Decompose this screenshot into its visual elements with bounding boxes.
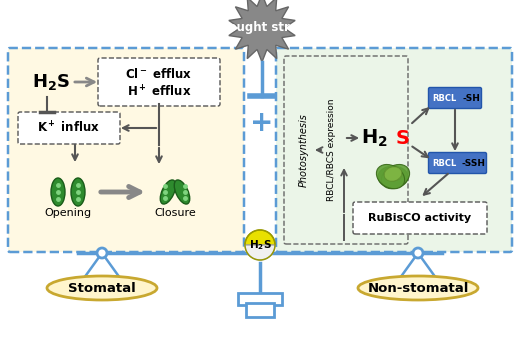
FancyBboxPatch shape: [246, 303, 274, 317]
Text: Stomatal: Stomatal: [68, 282, 136, 294]
FancyBboxPatch shape: [353, 202, 487, 234]
FancyBboxPatch shape: [253, 243, 267, 253]
Wedge shape: [245, 230, 275, 245]
Ellipse shape: [384, 167, 402, 181]
Text: Closure: Closure: [154, 208, 196, 218]
Ellipse shape: [174, 180, 190, 204]
Ellipse shape: [381, 165, 410, 189]
FancyBboxPatch shape: [98, 58, 220, 106]
Text: $\bf{H_2}$: $\bf{H_2}$: [361, 127, 388, 149]
Text: +: +: [250, 109, 274, 137]
Ellipse shape: [51, 178, 65, 206]
Text: Non-stomatal: Non-stomatal: [367, 282, 469, 294]
Ellipse shape: [384, 167, 402, 181]
Text: $\bf{S}$: $\bf{S}$: [395, 129, 410, 148]
Text: $\bf{H^+}$ efflux: $\bf{H^+}$ efflux: [127, 84, 191, 100]
Wedge shape: [245, 245, 275, 260]
Text: RBCL: RBCL: [432, 158, 456, 167]
Text: Drought stress: Drought stress: [213, 21, 311, 33]
Text: $\mathbf{H_2S}$: $\mathbf{H_2S}$: [249, 238, 271, 252]
FancyBboxPatch shape: [238, 293, 282, 305]
Text: $\bf{K^+}$ influx: $\bf{K^+}$ influx: [37, 120, 100, 136]
Ellipse shape: [378, 166, 408, 188]
Text: Opening: Opening: [44, 208, 92, 218]
FancyBboxPatch shape: [428, 87, 482, 108]
Ellipse shape: [358, 276, 478, 300]
Text: RBCL: RBCL: [432, 94, 456, 103]
Polygon shape: [229, 0, 295, 62]
Text: -SSH: -SSH: [461, 158, 485, 167]
Circle shape: [413, 248, 423, 258]
Text: RBCL/RBCS expression: RBCL/RBCS expression: [328, 99, 336, 201]
Text: $\bf{Cl^-}$ efflux: $\bf{Cl^-}$ efflux: [125, 67, 192, 81]
Text: RuBisCO activity: RuBisCO activity: [369, 213, 472, 223]
Ellipse shape: [160, 180, 176, 204]
Ellipse shape: [376, 165, 405, 189]
Circle shape: [97, 248, 107, 258]
FancyBboxPatch shape: [276, 48, 512, 252]
Text: $\bf{H_2S}$: $\bf{H_2S}$: [32, 72, 70, 92]
FancyBboxPatch shape: [8, 48, 244, 252]
Text: -SH: -SH: [462, 94, 480, 103]
Ellipse shape: [71, 178, 85, 206]
Text: Photosynthesis: Photosynthesis: [299, 113, 309, 187]
FancyBboxPatch shape: [18, 112, 120, 144]
Ellipse shape: [47, 276, 157, 300]
FancyBboxPatch shape: [428, 153, 487, 174]
